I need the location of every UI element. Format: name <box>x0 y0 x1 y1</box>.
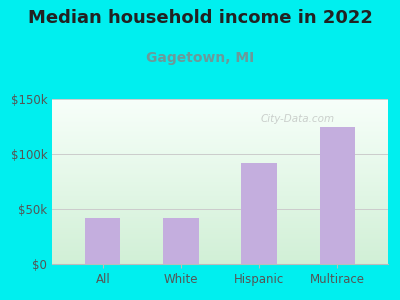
Text: Gagetown, MI: Gagetown, MI <box>146 51 254 65</box>
Text: City-Data.com: City-Data.com <box>260 114 334 124</box>
Bar <box>320 127 355 264</box>
Bar <box>163 218 198 264</box>
Text: Median household income in 2022: Median household income in 2022 <box>28 9 372 27</box>
Bar <box>85 218 120 264</box>
Bar <box>242 163 277 264</box>
